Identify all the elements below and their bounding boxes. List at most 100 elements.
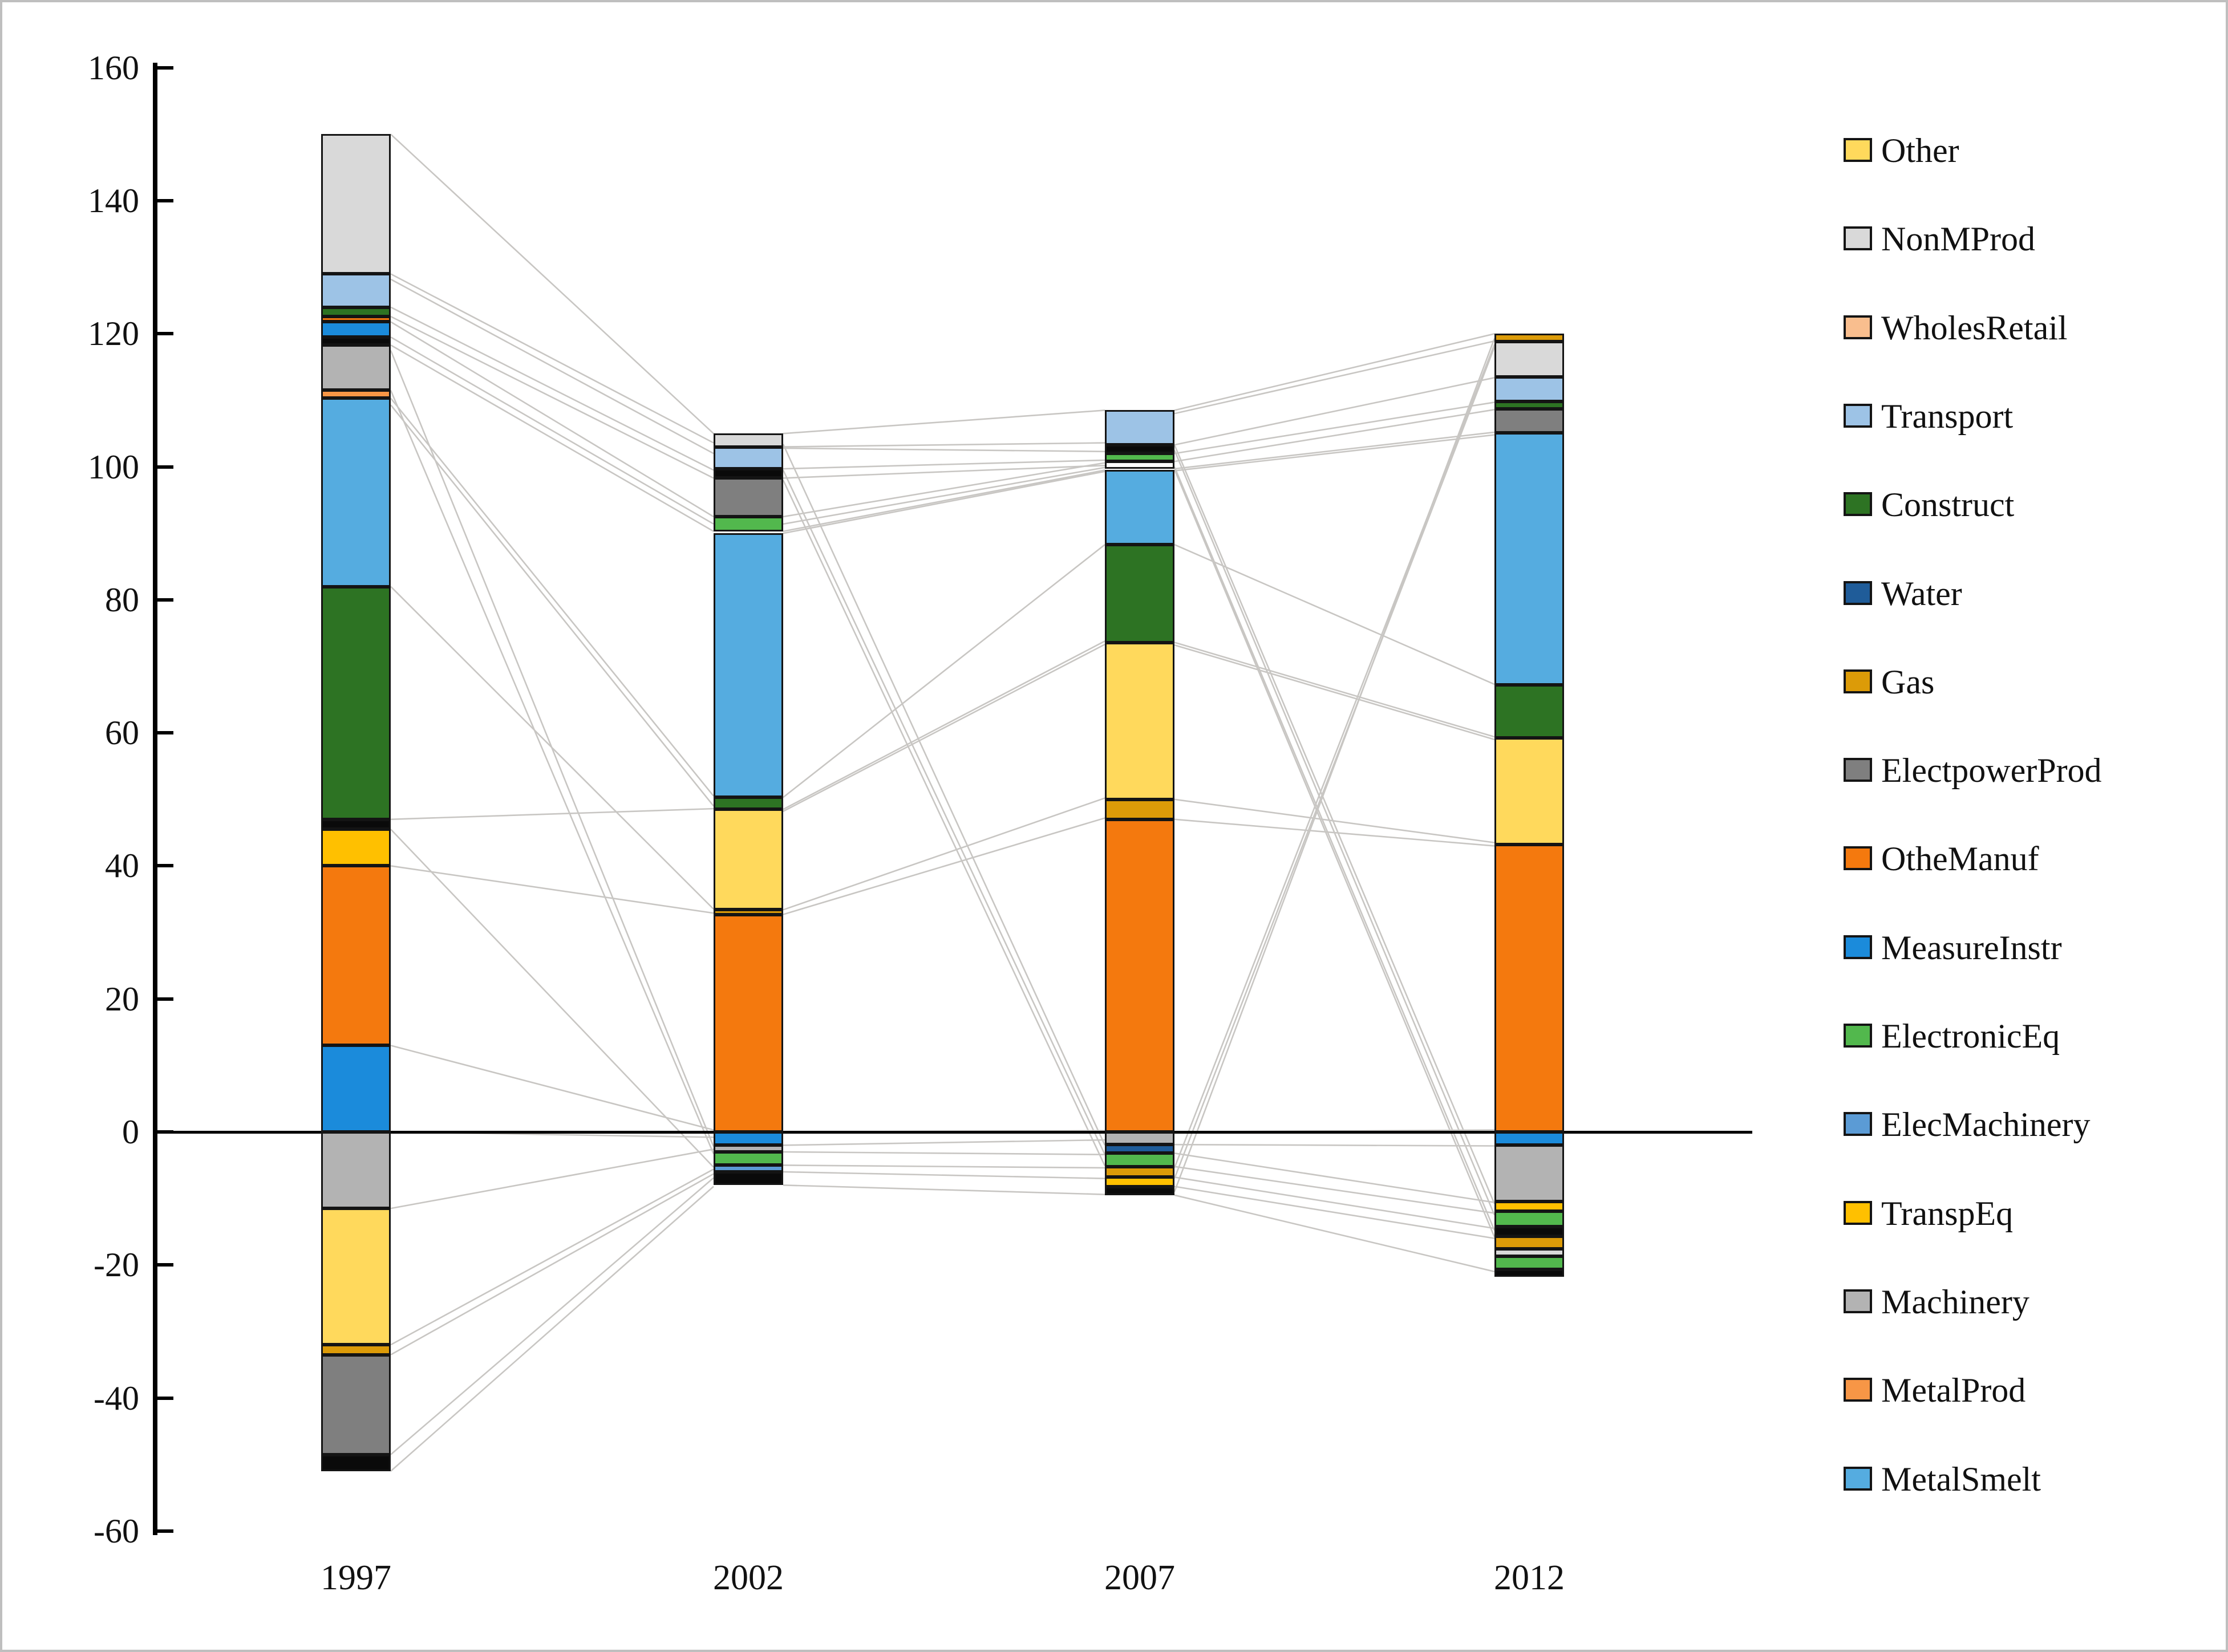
connector-line	[1174, 434, 1495, 472]
connector-line	[783, 1184, 1105, 1195]
connector-line	[390, 1173, 714, 1355]
y-tick-label: 0	[122, 1113, 139, 1151]
connector-line	[783, 817, 1105, 915]
legend-label-measureinstr: MeasureInstr	[1881, 928, 2062, 967]
legend-swatch-transpeq	[1844, 1200, 1872, 1225]
bar-segment-2007-MetalSmelt	[1105, 470, 1174, 545]
bar-segment-1997-MetalSmelt	[321, 398, 391, 587]
connector-line	[1174, 431, 1495, 470]
connector-line	[782, 480, 1106, 1167]
bar-segment-2007-Water	[1105, 445, 1174, 454]
bar-segment-1997-Transport	[321, 274, 391, 307]
bar-segment-2012-MeasureInstr-neg	[1494, 1132, 1564, 1146]
connector-line	[783, 462, 1105, 518]
bar-segment-1997-Water	[321, 337, 391, 346]
bar-segment-1997-black-cap	[321, 1454, 391, 1471]
connector-line	[390, 829, 714, 1168]
bar-segment-2007-ElectronicEq-neg	[1105, 1153, 1174, 1167]
y-tick-mark	[157, 332, 173, 336]
connector-line	[1173, 469, 1496, 1237]
bar-segment-2012-Construct-thin	[1494, 401, 1564, 409]
bar-segment-2002-OtheManuf	[714, 914, 783, 1132]
bar-segment-2002-black-cap	[714, 1171, 783, 1186]
legend-swatch-other	[1844, 138, 1872, 162]
y-tick-label: 100	[88, 448, 139, 486]
connector-line	[783, 447, 1105, 453]
connector-line	[782, 444, 1106, 1146]
connector-line	[1173, 444, 1496, 1204]
y-tick-label: -60	[94, 1512, 139, 1550]
y-tick-label: 40	[105, 847, 139, 885]
connector-line	[390, 397, 715, 797]
bar-segment-2007-TranspEq-neg	[1105, 1177, 1174, 1187]
bar-segment-2002-ElectronicEq	[714, 517, 783, 531]
bar-segment-1997-MeasureInstr-lower	[321, 1045, 391, 1132]
legend-swatch-construct	[1844, 492, 1872, 517]
connector-line	[390, 586, 714, 910]
bar-segment-2012-Machinery-neg	[1494, 1145, 1564, 1202]
bar-segment-1997-Construct	[321, 586, 391, 819]
bar-segment-2012-OtheManuf	[1494, 845, 1564, 1132]
connector-line	[1174, 333, 1495, 411]
connector-line	[390, 404, 715, 807]
y-tick-mark	[157, 598, 173, 602]
connector-line	[1173, 338, 1496, 1192]
connector-line	[390, 865, 714, 914]
legend-label-machinery: Machinery	[1881, 1282, 2029, 1321]
connector-line	[783, 643, 1105, 812]
x-axis-label-2012: 2012	[1494, 1558, 1565, 1597]
y-tick-mark	[157, 864, 173, 868]
legend-swatch-nonmprod	[1844, 226, 1872, 251]
connector-line	[1174, 409, 1495, 462]
bar-segment-2012-NonMProd-neg	[1494, 1249, 1564, 1257]
connector-line	[1174, 644, 1495, 741]
bar-segment-2012-ElectronicEq-neg	[1494, 1211, 1564, 1227]
bar-segment-2007-Gas-neg	[1105, 1166, 1174, 1178]
connector-line	[1173, 347, 1496, 1179]
bar-segment-1997-TranspEq	[321, 829, 391, 866]
connector-line	[1174, 377, 1495, 446]
connector-line	[390, 1148, 714, 1209]
connector-line	[1174, 1176, 1495, 1229]
legend-swatch-metalprod	[1844, 1378, 1872, 1402]
connector-line	[1174, 642, 1495, 738]
bar-segment-2002-MetalSmelt	[714, 533, 783, 798]
connector-line	[390, 344, 714, 532]
bar-segment-2012-Water-neg	[1494, 1226, 1564, 1237]
connector-line	[390, 273, 714, 444]
bar-segment-2002-Gas	[714, 910, 783, 915]
y-tick-label: 20	[105, 980, 139, 1018]
connector-line	[390, 1177, 714, 1455]
legend-label-othemanuf: OtheManuf	[1881, 840, 2039, 878]
connector-line	[390, 278, 714, 454]
connector-line	[783, 1164, 1105, 1169]
bar-segment-2007-Machinery-neg	[1105, 1132, 1174, 1145]
bar-segment-1997-Construct-thin	[321, 307, 391, 316]
legend-label-wholesretail: WholesRetail	[1881, 309, 2068, 347]
connector-line	[783, 459, 1105, 470]
y-tick-mark	[157, 731, 173, 735]
legend-label-electroniceq: ElectronicEq	[1881, 1017, 2060, 1055]
y-tick-mark	[157, 66, 173, 70]
connector-line	[1173, 466, 1496, 1231]
legend-label-construct: Construct	[1881, 486, 2015, 524]
bar-segment-1997-Machinery-neg	[321, 1132, 391, 1209]
bar-segment-2002-Construct	[714, 797, 783, 810]
connector-line	[783, 797, 1105, 911]
connector-line	[783, 409, 1105, 435]
connector-line	[783, 544, 1105, 798]
legend-swatch-othemanuf	[1844, 846, 1872, 871]
bar-segment-2012-ElectpowerProd	[1494, 409, 1564, 433]
bar-segment-2007-Transport	[1105, 410, 1174, 445]
connector-line	[390, 389, 715, 1154]
bar-segment-2007-black-cap	[1105, 1186, 1174, 1195]
bar-segment-2007-Construct	[1105, 545, 1174, 643]
y-tick-label: 160	[88, 48, 139, 87]
bar-segment-2012-Other	[1494, 738, 1564, 845]
bar-segment-1997-MetalProd	[321, 390, 391, 399]
connector-line	[783, 464, 1105, 479]
legend-label-nonmprod: NonMProd	[1881, 220, 2036, 258]
bar-segment-1997-Other-neg	[321, 1208, 391, 1345]
y-tick-mark	[157, 997, 173, 1001]
legend-label-transport: Transport	[1881, 397, 2014, 435]
